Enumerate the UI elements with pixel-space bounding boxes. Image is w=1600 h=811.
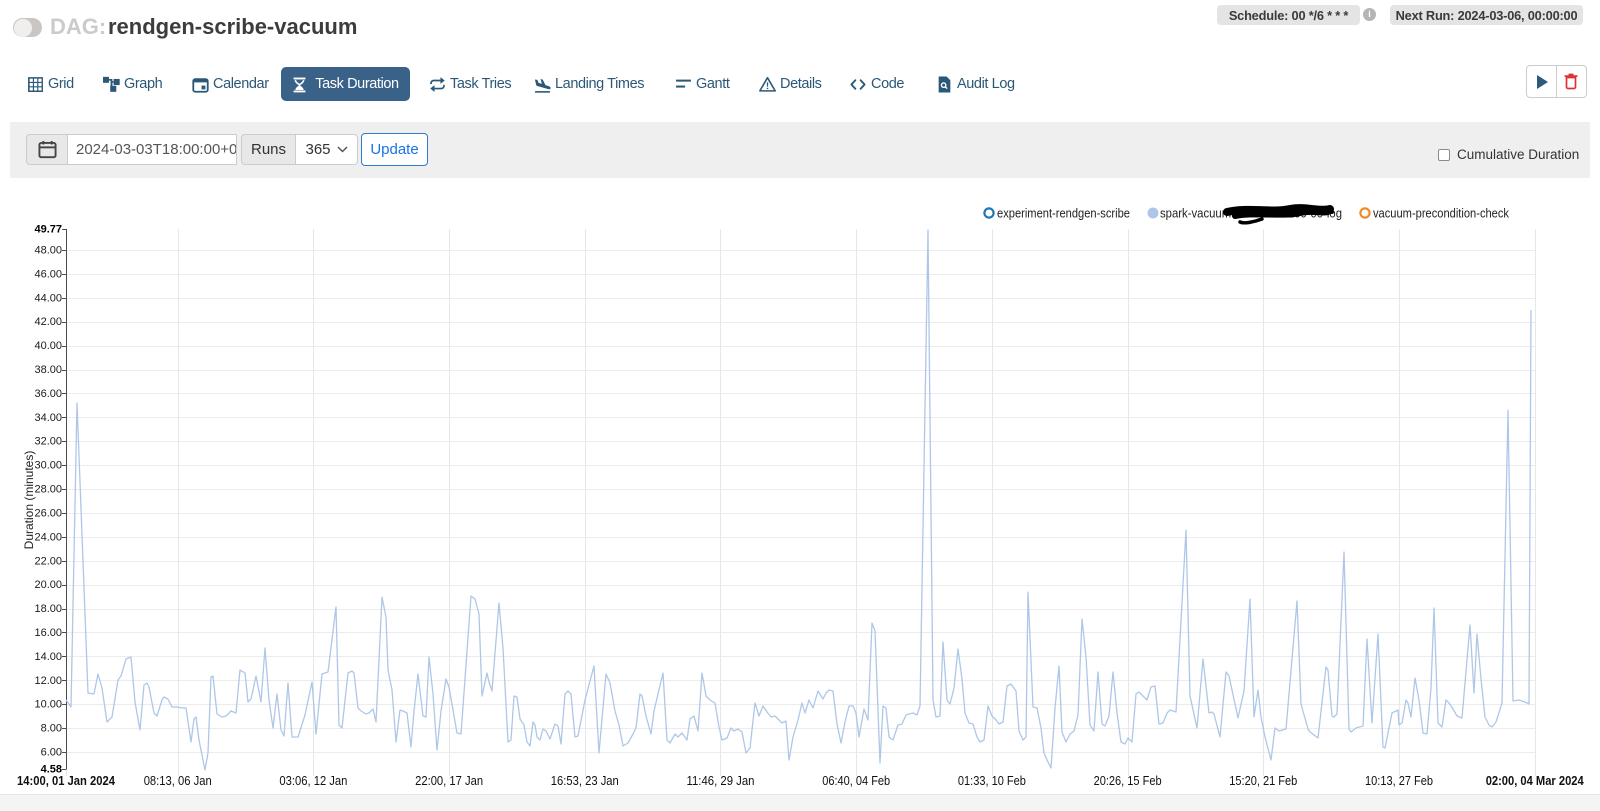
svg-text:46.00: 46.00 [34, 268, 62, 280]
svg-text:16.00: 16.00 [34, 627, 62, 639]
svg-text:08:13, 06 Jan: 08:13, 06 Jan [144, 774, 212, 788]
svg-text:20.00: 20.00 [34, 579, 62, 591]
svg-text:10:13, 27 Feb: 10:13, 27 Feb [1365, 774, 1433, 788]
svg-text:02:00, 04 Mar 2024: 02:00, 04 Mar 2024 [1486, 774, 1584, 788]
svg-text:36.00: 36.00 [34, 388, 62, 400]
svg-text:22.00: 22.00 [34, 555, 62, 567]
svg-text:32.00: 32.00 [34, 436, 62, 448]
svg-text:01:33, 10 Feb: 01:33, 10 Feb [958, 774, 1026, 788]
svg-text:14:00, 01 Jan 2024: 14:00, 01 Jan 2024 [17, 774, 115, 788]
svg-text:vacuum-precondition-check: vacuum-precondition-check [1373, 207, 1510, 221]
svg-text:49.77: 49.77 [34, 224, 62, 236]
svg-text:20:26, 15 Feb: 20:26, 15 Feb [1094, 774, 1162, 788]
svg-text:42.00: 42.00 [34, 316, 62, 328]
svg-text:34.00: 34.00 [34, 412, 62, 424]
svg-text:22:00, 17 Jan: 22:00, 17 Jan [415, 774, 483, 788]
svg-text:44.00: 44.00 [34, 292, 62, 304]
svg-text:30.00: 30.00 [34, 460, 62, 472]
svg-text:10.00: 10.00 [34, 699, 62, 711]
svg-text:12.00: 12.00 [34, 675, 62, 687]
svg-text:40.00: 40.00 [34, 340, 62, 352]
svg-text:experiment-rendgen-scribe: experiment-rendgen-scribe [997, 207, 1130, 221]
svg-text:24.00: 24.00 [34, 531, 62, 543]
svg-text:28.00: 28.00 [34, 484, 62, 496]
svg-text:38.00: 38.00 [34, 364, 62, 376]
svg-text:4.58: 4.58 [41, 764, 62, 776]
svg-text:Duration (minutes): Duration (minutes) [22, 451, 36, 550]
svg-text:8.00: 8.00 [41, 723, 62, 735]
svg-text:06:40, 04 Feb: 06:40, 04 Feb [822, 774, 890, 788]
svg-text:18.00: 18.00 [34, 603, 62, 615]
svg-text:14.00: 14.00 [34, 651, 62, 663]
svg-text:48.00: 48.00 [34, 245, 62, 257]
svg-text:11:46, 29 Jan: 11:46, 29 Jan [687, 774, 755, 788]
svg-text:26.00: 26.00 [34, 508, 62, 520]
svg-text:16:53, 23 Jan: 16:53, 23 Jan [551, 774, 619, 788]
svg-text:6.00: 6.00 [41, 747, 62, 759]
svg-text:03:06, 12 Jan: 03:06, 12 Jan [279, 774, 347, 788]
svg-text:15:20, 21 Feb: 15:20, 21 Feb [1229, 774, 1297, 788]
